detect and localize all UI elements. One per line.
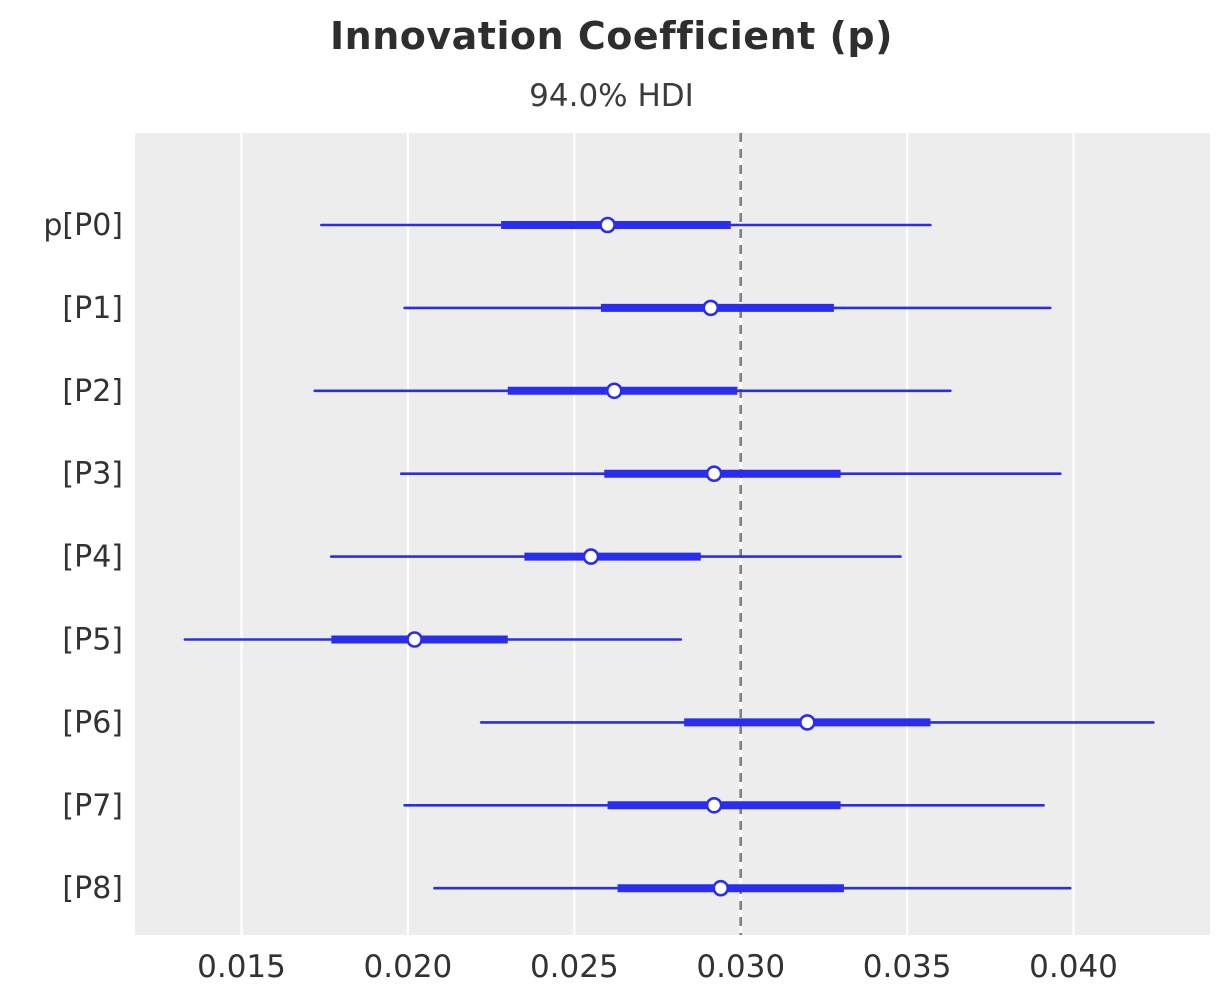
row-label: [P6] [62,705,123,740]
row-label: [P2] [62,374,123,409]
row-label: [P4] [62,540,123,575]
chart-subtitle: 94.0% HDI [529,78,694,114]
x-tick-label: 0.020 [364,949,453,985]
median-marker [605,382,623,400]
median-marker [406,631,423,648]
x-tick-label: 0.030 [696,949,785,985]
median-marker [599,216,616,234]
median-marker [702,299,720,317]
x-tick-label: 0.035 [863,949,952,985]
median-marker [705,796,723,814]
median-marker [582,548,600,565]
x-tick-label: 0.025 [530,949,619,985]
x-tick-label: 0.015 [197,949,286,985]
row-label: [P1] [62,291,123,326]
row-label: [P8] [62,871,123,906]
row-label: [P7] [62,788,123,823]
x-tick-label: 0.040 [1029,949,1118,985]
median-marker [705,465,723,483]
median-marker [712,879,730,897]
chart-title: Innovation Coefficient (p) [330,14,893,58]
row-label: p[P0] [43,208,123,243]
row-label: [P3] [62,457,123,492]
median-marker [798,714,816,731]
plot-background [135,133,1210,935]
row-label: [P5] [62,623,123,658]
